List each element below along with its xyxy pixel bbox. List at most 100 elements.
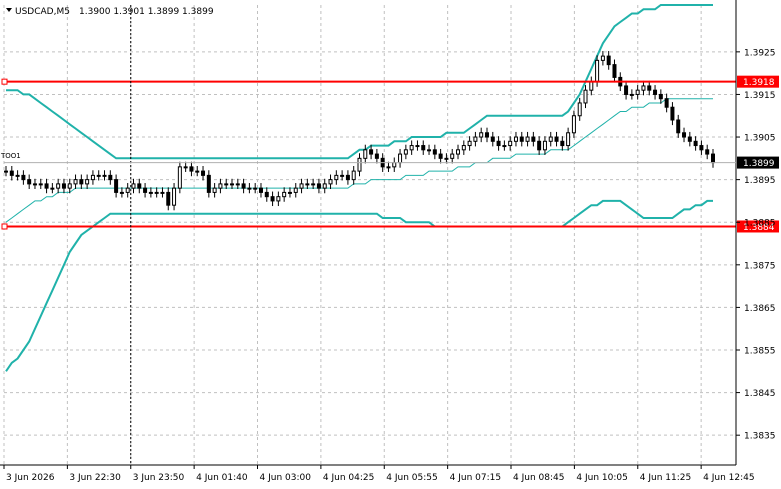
candle-64 bbox=[374, 148, 379, 164]
candle-40 bbox=[235, 178, 240, 189]
y-tick-label-0: 1.3925 bbox=[744, 48, 776, 58]
candle-113 bbox=[658, 89, 663, 104]
candle-115 bbox=[670, 102, 675, 126]
candle-31 bbox=[183, 161, 188, 172]
x-tick-label-4: 4 Jun 03:00 bbox=[260, 473, 312, 483]
level-handle-1[interactable] bbox=[1, 223, 8, 230]
candle-82 bbox=[479, 127, 484, 143]
horizontal-levels[interactable]: 1.3918 1.3884 bbox=[1, 75, 779, 233]
x-tick-label-7: 4 Jun 07:15 bbox=[450, 473, 501, 483]
candle-43 bbox=[253, 183, 258, 194]
y-tick-label-2: 1.3905 bbox=[744, 134, 776, 144]
candle-1 bbox=[9, 166, 14, 181]
candle-72 bbox=[421, 140, 426, 155]
candle-71 bbox=[415, 140, 420, 151]
candle-14 bbox=[85, 174, 90, 189]
candle-91 bbox=[531, 131, 536, 147]
candle-104 bbox=[606, 51, 611, 70]
candle-112 bbox=[653, 85, 658, 100]
candle-66 bbox=[386, 161, 391, 172]
candle-19 bbox=[114, 174, 119, 198]
candle-63 bbox=[369, 144, 374, 160]
candle-98 bbox=[571, 110, 576, 138]
candle-84 bbox=[490, 131, 495, 147]
x-tick-label-9: 4 Jun 10:05 bbox=[576, 473, 627, 483]
candle-56 bbox=[328, 174, 333, 189]
level-price-box-1 bbox=[737, 220, 779, 233]
x-tick-label-3: 4 Jun 01:40 bbox=[196, 473, 248, 483]
candle-39 bbox=[230, 178, 235, 189]
level-price-label-1: 1.3884 bbox=[743, 223, 775, 233]
candle-90 bbox=[525, 131, 530, 147]
candle-116 bbox=[676, 114, 681, 138]
candle-32 bbox=[189, 161, 194, 177]
candle-118 bbox=[687, 131, 692, 147]
y-tick-label-5: 1.3875 bbox=[744, 261, 776, 271]
candle-41 bbox=[241, 178, 246, 194]
candle-36 bbox=[212, 183, 217, 198]
candle-2 bbox=[15, 170, 20, 181]
candle-13 bbox=[79, 174, 84, 189]
level-handle-0[interactable] bbox=[1, 78, 8, 85]
candle-57 bbox=[334, 170, 339, 185]
candle-8 bbox=[50, 183, 55, 194]
candle-18 bbox=[108, 170, 113, 185]
x-tick-label-11: 4 Jun 12:45 bbox=[703, 473, 754, 483]
candle-81 bbox=[473, 131, 478, 147]
candle-70 bbox=[409, 140, 414, 155]
y-tick-label-3: 1.3895 bbox=[744, 176, 776, 186]
candle-53 bbox=[311, 178, 316, 189]
candle-108 bbox=[629, 89, 634, 100]
y-tick-label-4: 1.3885 bbox=[744, 219, 776, 229]
candle-49 bbox=[287, 187, 292, 198]
candle-100 bbox=[583, 85, 588, 109]
candle-87 bbox=[508, 136, 513, 151]
candle-50 bbox=[293, 183, 298, 198]
candle-16 bbox=[96, 170, 101, 181]
candle-9 bbox=[56, 178, 61, 194]
candle-76 bbox=[444, 153, 449, 164]
candlesticks bbox=[4, 51, 715, 211]
candle-92 bbox=[537, 136, 542, 155]
dropdown-triangle-icon[interactable] bbox=[6, 8, 12, 12]
candle-73 bbox=[427, 144, 432, 155]
candle-48 bbox=[282, 187, 287, 202]
candle-78 bbox=[456, 144, 461, 160]
candle-60 bbox=[351, 166, 356, 185]
candle-44 bbox=[258, 183, 263, 198]
symbol-label: USDCAD,M5 bbox=[15, 7, 70, 17]
candle-86 bbox=[502, 140, 507, 151]
candle-103 bbox=[600, 51, 605, 66]
chart-header: USDCAD,M5 1.3900 1.3901 1.3899 1.3899 bbox=[6, 7, 214, 17]
x-tick-label-1: 3 Jun 22:30 bbox=[69, 473, 121, 483]
candle-105 bbox=[612, 59, 617, 83]
candle-110 bbox=[641, 80, 646, 96]
candle-75 bbox=[438, 148, 443, 164]
x-tick-label-6: 4 Jun 05:55 bbox=[386, 473, 437, 483]
candle-52 bbox=[305, 178, 310, 189]
current-price-label: 1.3899 bbox=[743, 159, 775, 169]
candle-34 bbox=[201, 166, 206, 181]
candle-114 bbox=[664, 93, 669, 113]
candle-109 bbox=[635, 85, 640, 100]
y-tick-label-1: 1.3915 bbox=[744, 91, 776, 101]
candle-46 bbox=[270, 191, 275, 207]
candle-96 bbox=[560, 136, 565, 151]
candle-80 bbox=[467, 136, 472, 151]
candle-30 bbox=[177, 161, 182, 194]
lower-band-line bbox=[5, 199, 713, 372]
candle-97 bbox=[566, 127, 571, 151]
candle-89 bbox=[519, 131, 524, 147]
candle-117 bbox=[682, 127, 687, 143]
candle-58 bbox=[340, 170, 345, 181]
candle-62 bbox=[363, 144, 368, 164]
candle-51 bbox=[299, 178, 304, 194]
candle-12 bbox=[73, 174, 78, 189]
candle-6 bbox=[38, 178, 43, 189]
candle-88 bbox=[513, 131, 518, 147]
candle-25 bbox=[148, 187, 153, 198]
candle-37 bbox=[218, 178, 223, 194]
candle-77 bbox=[450, 148, 455, 164]
